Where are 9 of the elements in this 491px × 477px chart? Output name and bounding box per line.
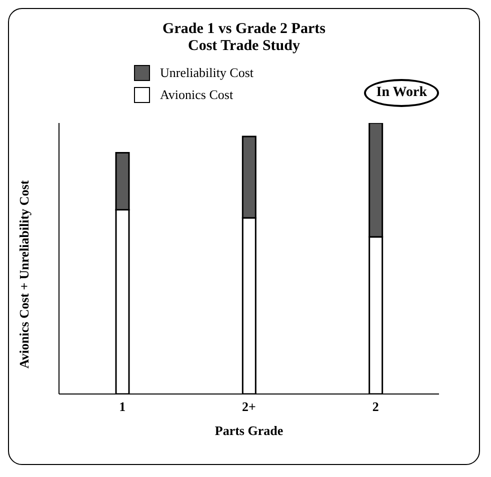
- x-tick-label: 2+: [242, 399, 256, 414]
- x-tick-label: 1: [119, 399, 126, 414]
- x-axis-title: Parts Grade: [214, 423, 284, 438]
- text: In Work: [364, 79, 439, 107]
- legend-label: Unreliability Cost: [160, 65, 254, 81]
- legend-label: Avionics Cost: [160, 87, 234, 103]
- chart-title: Grade 1 vs Grade 2 Parts Cost Trade Study: [162, 20, 326, 55]
- y-axis-title: Avionics Cost + Unreliability Cost: [16, 180, 32, 368]
- x-tick-label: 2: [372, 399, 379, 414]
